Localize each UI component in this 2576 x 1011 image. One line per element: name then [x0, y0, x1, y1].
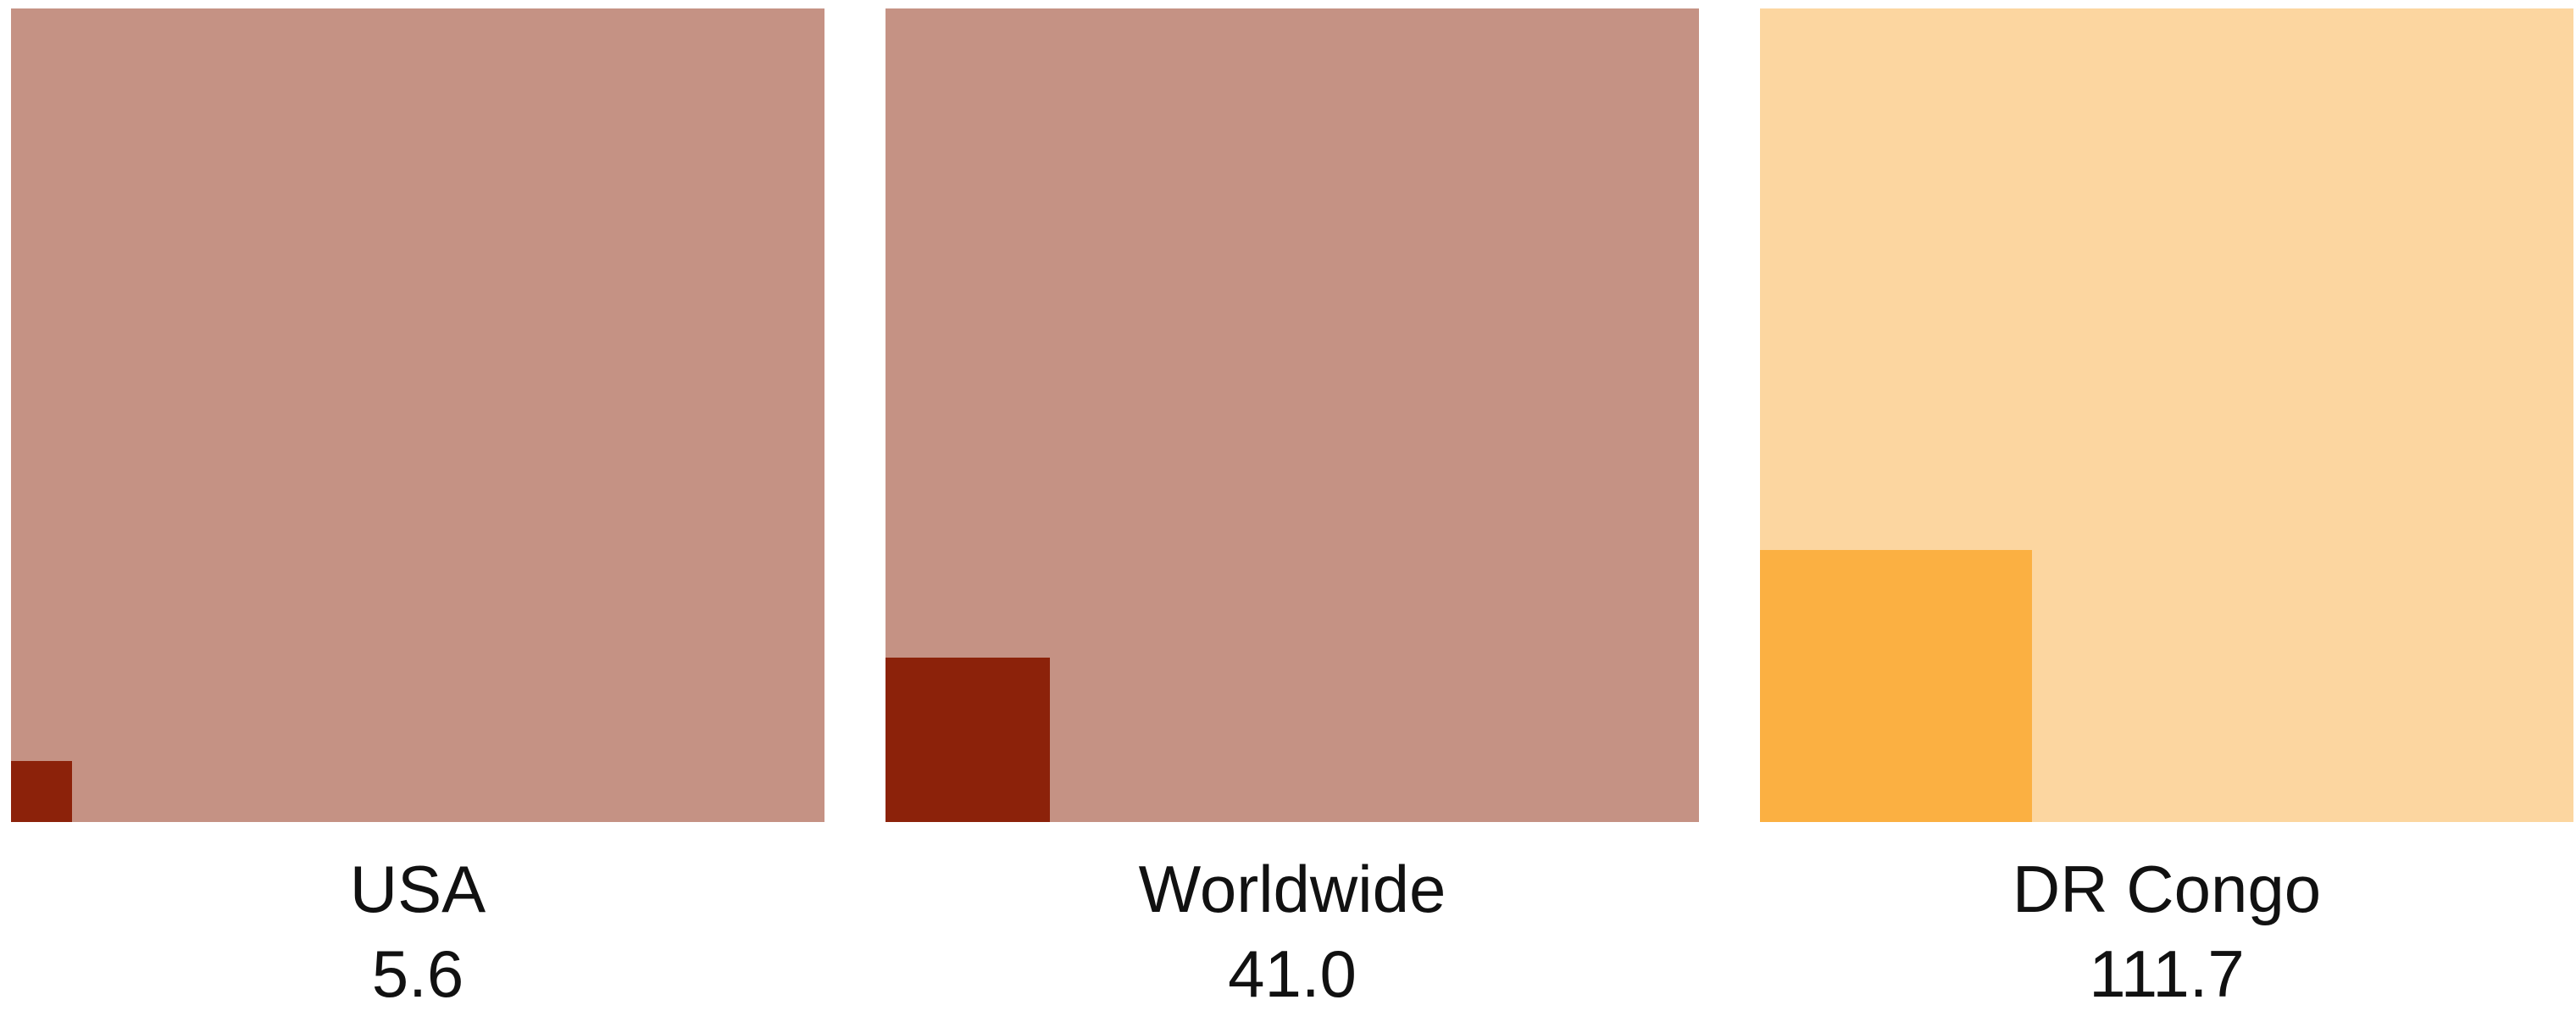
- value-label: 111.7: [2089, 936, 2245, 1011]
- value-square: [1760, 550, 2032, 822]
- panel-dr-congo: DR Congo 111.7: [1760, 0, 2573, 1007]
- category-label: Worldwide: [1138, 852, 1446, 926]
- value-square: [11, 761, 72, 822]
- panel-worldwide: Worldwide 41.0: [886, 0, 1699, 1007]
- value-label: 5.6: [371, 936, 464, 1011]
- panel-usa: USA 5.6: [11, 0, 824, 1007]
- category-label: USA: [349, 852, 486, 926]
- panel-background-square: [11, 8, 824, 822]
- value-label: 41.0: [1228, 936, 1357, 1011]
- category-label: DR Congo: [2012, 852, 2322, 926]
- value-square: [886, 657, 1051, 822]
